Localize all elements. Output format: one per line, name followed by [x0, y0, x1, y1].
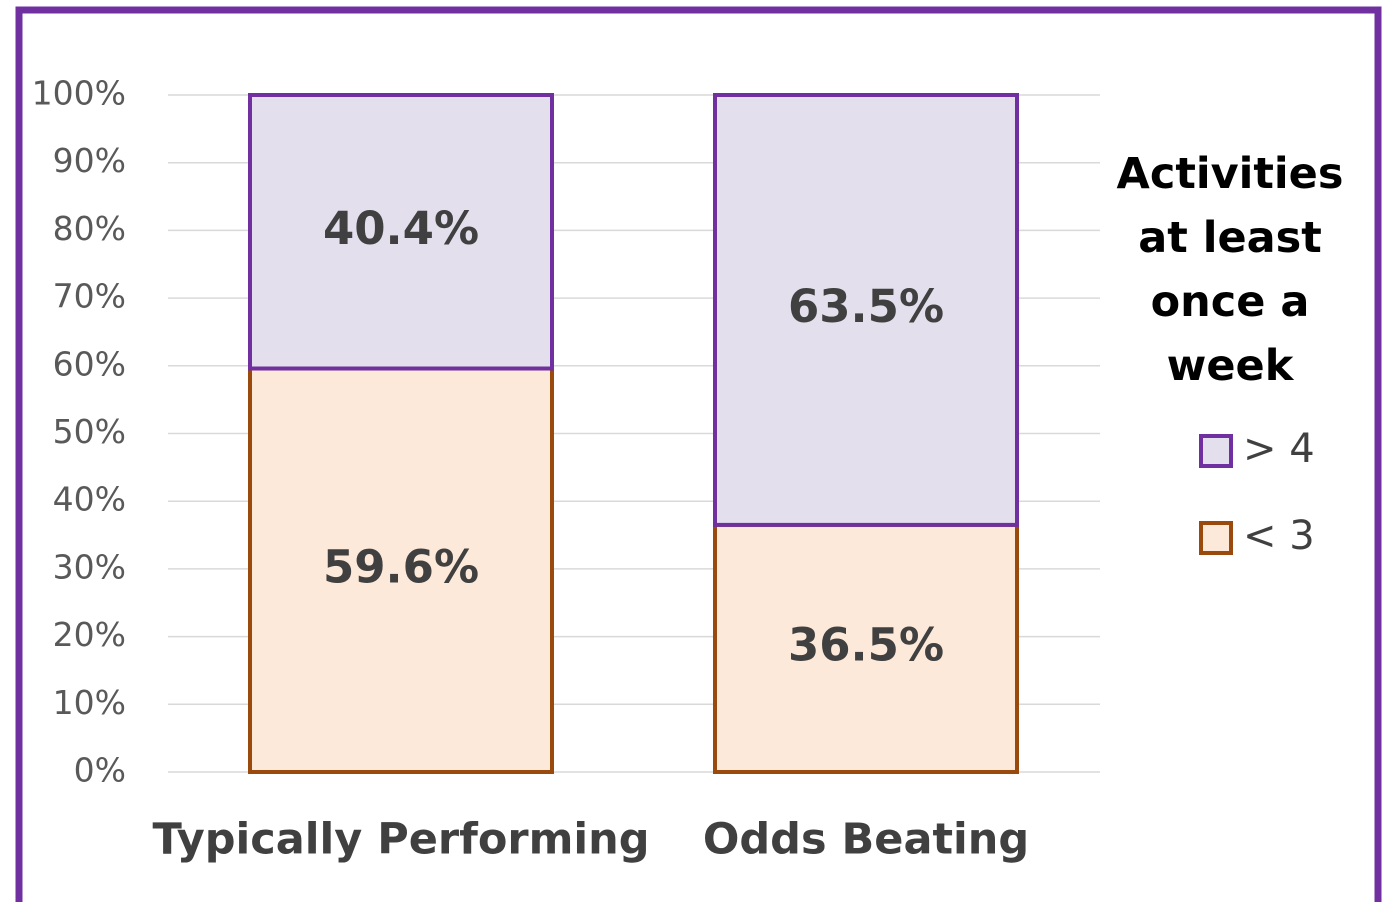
legend-swatch	[1199, 521, 1233, 555]
data-label: 36.5%	[788, 618, 944, 671]
y-tick-label: 0%	[74, 751, 126, 790]
y-tick-label: 90%	[53, 141, 126, 180]
y-tick-label: 30%	[53, 547, 126, 586]
legend-title: Activities at least once a week	[1116, 149, 1344, 391]
x-tick-label: Typically Performing	[152, 815, 649, 865]
bar-segment	[248, 93, 554, 371]
y-tick-label: 70%	[53, 277, 126, 316]
data-label: 63.5%	[788, 280, 944, 333]
bar-segment	[713, 93, 1019, 527]
y-tick-label: 100%	[32, 74, 126, 113]
chart-border	[15, 6, 1382, 902]
data-label: 40.4%	[323, 202, 479, 255]
x-tick-label: Odds Beating	[703, 815, 1029, 865]
y-tick-label: 20%	[53, 615, 126, 654]
bar-segment	[248, 366, 554, 774]
y-tick-label: 40%	[53, 480, 126, 519]
legend-label: < 3	[1243, 513, 1315, 559]
legend-swatch	[1199, 434, 1233, 468]
y-tick-label: 60%	[53, 344, 126, 383]
bar-segment	[713, 522, 1019, 775]
y-tick-label: 80%	[53, 209, 126, 248]
y-tick-label: 50%	[53, 412, 126, 451]
legend-label: > 4	[1243, 426, 1315, 472]
y-tick-label: 10%	[53, 683, 126, 722]
data-label: 59.6%	[323, 540, 479, 593]
